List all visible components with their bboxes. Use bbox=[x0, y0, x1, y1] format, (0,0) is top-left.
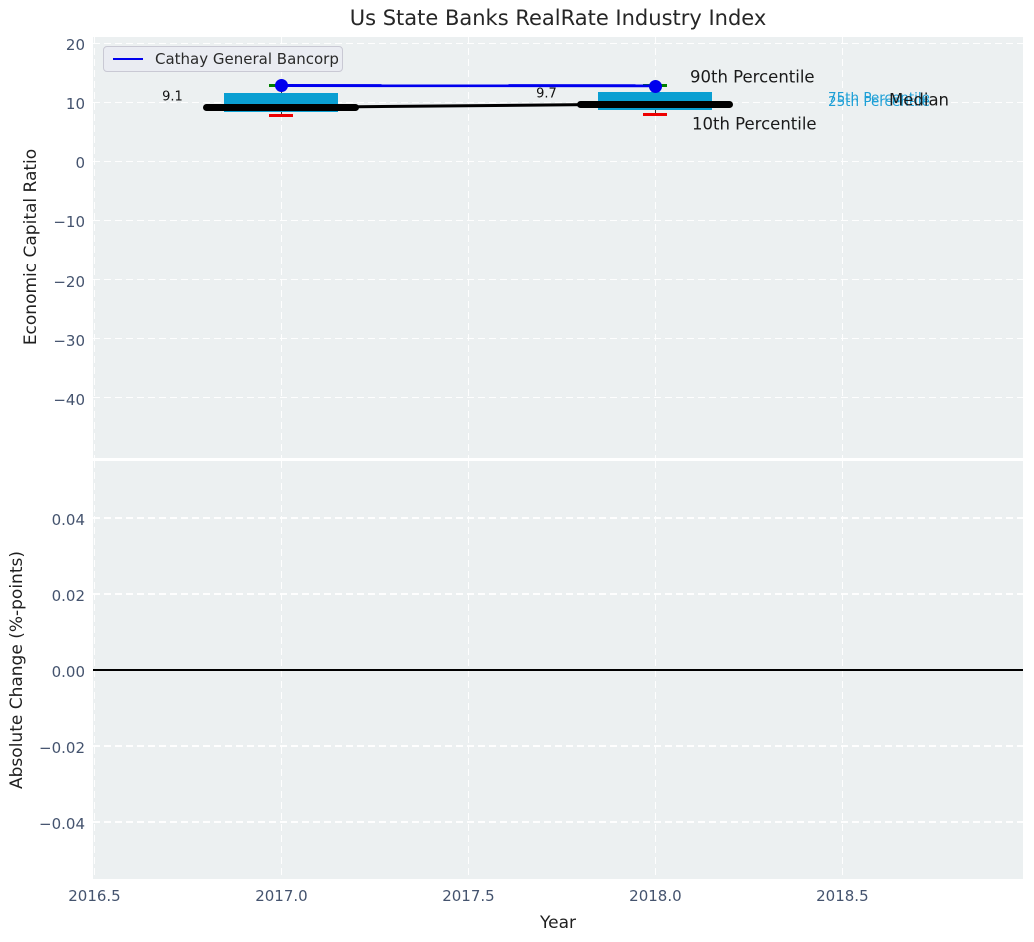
gridline-h bbox=[93, 397, 1023, 399]
p10-cap bbox=[643, 113, 668, 117]
gridline-v bbox=[93, 37, 96, 458]
gridline-h bbox=[93, 160, 1023, 163]
median-bar bbox=[203, 104, 360, 112]
y-tick-label: −0.02 bbox=[39, 739, 85, 757]
zero-line bbox=[93, 669, 1023, 671]
p10-cap bbox=[269, 114, 294, 118]
legend-line-swatch bbox=[113, 57, 143, 61]
top-y-axis-label: Economic Capital Ratio bbox=[21, 148, 41, 346]
gridline-h bbox=[93, 219, 1023, 222]
x-tick-label: 2017.5 bbox=[442, 887, 495, 905]
median-value-label: 9.7 bbox=[536, 86, 557, 102]
annotation-25th-percentile: 25th Percentile bbox=[828, 94, 930, 110]
gridline-v bbox=[654, 37, 657, 458]
legend-label: Cathay General Bancorp bbox=[155, 50, 339, 68]
y-tick-label: −0.04 bbox=[39, 815, 85, 833]
y-tick-label: 0 bbox=[75, 154, 85, 173]
median-bar bbox=[577, 100, 734, 108]
chart-title: Us State Banks RealRate Industry Index bbox=[349, 6, 767, 30]
annotation-10th-percentile: 10th Percentile bbox=[692, 114, 817, 134]
company-marker bbox=[274, 79, 288, 93]
x-tick-label: 2017.0 bbox=[255, 887, 308, 905]
gridline-h bbox=[93, 821, 1023, 823]
y-tick-label: 10 bbox=[65, 95, 85, 114]
annotation-median: Median bbox=[889, 90, 950, 110]
gridline-h bbox=[93, 101, 1023, 103]
y-tick-label: 20 bbox=[65, 36, 85, 55]
gridline-h bbox=[93, 337, 1023, 340]
x-tick-label: 2018.5 bbox=[816, 887, 869, 905]
gridline-v bbox=[280, 37, 283, 458]
company-marker bbox=[648, 79, 662, 93]
median-value-label: 9.1 bbox=[162, 89, 183, 105]
x-tick-label: 2018.0 bbox=[629, 887, 682, 905]
y-tick-label: −30 bbox=[53, 331, 85, 350]
gridline-h bbox=[93, 593, 1023, 595]
x-tick-label: 2016.5 bbox=[68, 887, 121, 905]
legend: Cathay General Bancorp bbox=[103, 46, 343, 72]
y-tick-label: −40 bbox=[53, 390, 85, 409]
x-axis-label: Year bbox=[540, 913, 576, 933]
gridline-h bbox=[93, 517, 1023, 519]
gridline-h bbox=[93, 42, 1023, 44]
gridline-h bbox=[93, 745, 1023, 747]
gridline-v bbox=[841, 37, 844, 458]
annotation-75th-percentile: 75th Percentile bbox=[828, 90, 930, 106]
y-tick-label: 0.00 bbox=[51, 663, 85, 681]
gridline-v bbox=[467, 37, 470, 458]
y-tick-label: 0.02 bbox=[51, 587, 85, 605]
gridline-h bbox=[93, 278, 1023, 281]
annotation-90th-percentile: 90th Percentile bbox=[690, 67, 815, 87]
y-tick-label: −20 bbox=[53, 272, 85, 291]
y-tick-label: 0.04 bbox=[51, 511, 85, 529]
y-tick-label: −10 bbox=[53, 213, 85, 232]
bottom-y-axis-label: Absolute Change (%-points) bbox=[7, 551, 27, 789]
